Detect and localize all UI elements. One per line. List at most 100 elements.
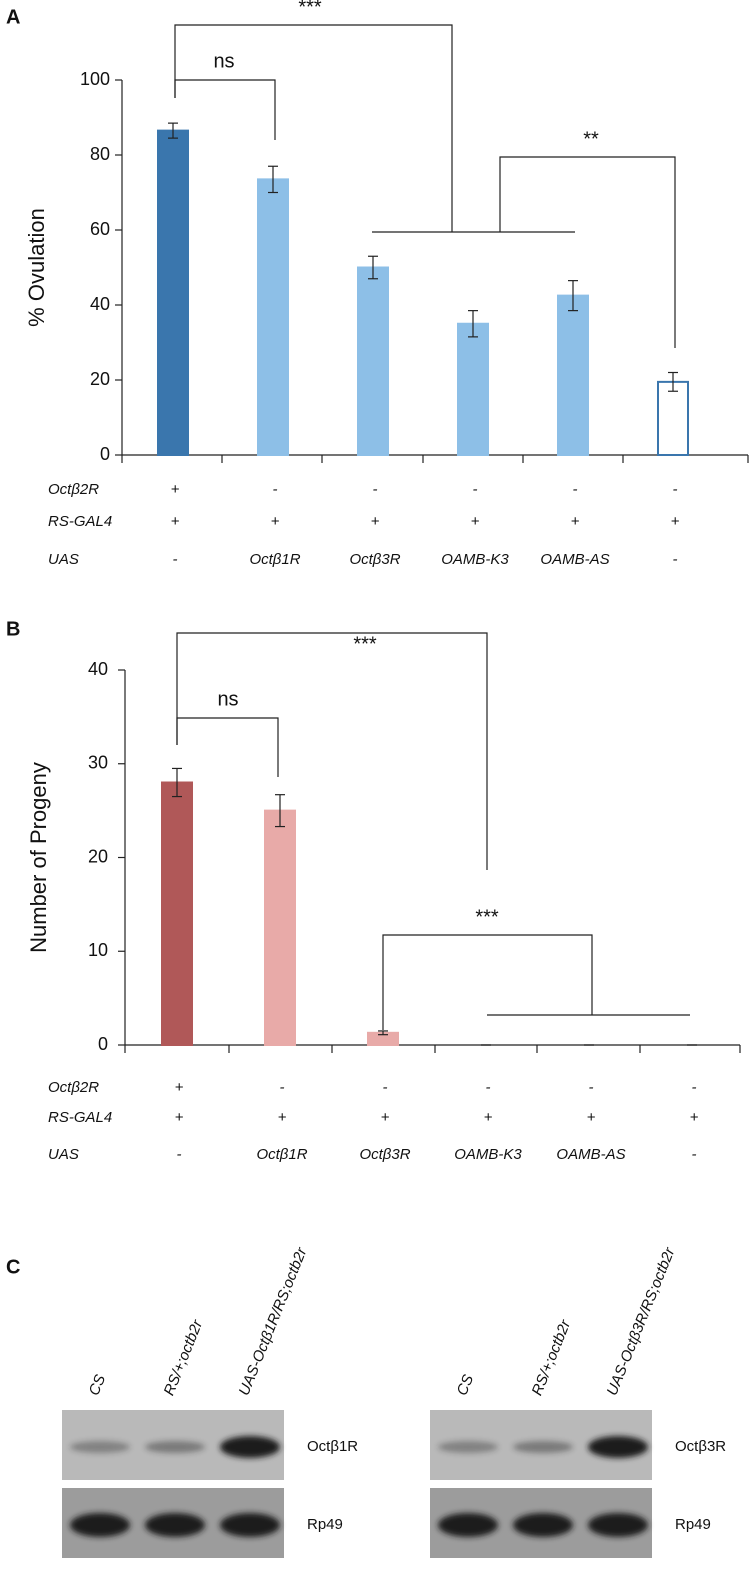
lane-label: CS	[454, 1372, 478, 1398]
genotype-cell: +	[278, 1109, 287, 1126]
error-bar	[268, 165, 278, 194]
genotype-row-label: RS-GAL4	[48, 513, 112, 530]
lane-label: UAS-Octβ3R/RS;octb2r	[604, 1244, 679, 1398]
band-label: Rp49	[307, 1516, 343, 1533]
genotype-cell: -	[373, 481, 378, 498]
gel-band	[145, 1441, 205, 1453]
bar	[264, 809, 296, 1046]
gel-band	[145, 1513, 205, 1537]
genotype-row-label: UAS	[48, 1146, 79, 1163]
y-tick-label: 10	[88, 940, 108, 960]
lane-label: RS/+;octb2r	[529, 1317, 575, 1398]
error-bar	[368, 255, 378, 280]
genotype-cell: OAMB-K3	[454, 1146, 522, 1163]
genotype-cell: OAMB-K3	[441, 551, 509, 568]
genotype-cell: Octβ3R	[359, 1146, 410, 1163]
significance-bracket	[499, 156, 676, 348]
significance-bracket	[176, 632, 488, 870]
genotype-cell: Octβ1R	[249, 551, 300, 568]
significance-bracket	[174, 24, 453, 232]
panel-label: C	[6, 1256, 20, 1278]
panel-label: B	[6, 618, 20, 640]
gel-band	[513, 1441, 573, 1453]
bar	[657, 380, 689, 456]
gel-band	[220, 1513, 280, 1537]
significance-label: ***	[475, 906, 499, 928]
genotype-cell: -	[692, 1079, 697, 1096]
genotype-cell: +	[371, 513, 380, 530]
genotype-cell: +	[171, 481, 180, 498]
bar	[257, 178, 289, 456]
genotype-cell: +	[671, 513, 680, 530]
y-tick-label: 30	[88, 753, 108, 773]
genotype-cell: +	[587, 1109, 596, 1126]
error-bar	[668, 371, 678, 392]
band-label: Octβ3R	[675, 1438, 726, 1455]
y-axis-label: Number of Progeny	[26, 762, 51, 953]
y-tick-label: 0	[100, 444, 110, 464]
error-bar	[468, 310, 478, 338]
significance-label: **	[583, 128, 599, 150]
genotype-cell: +	[381, 1109, 390, 1126]
genotype-cell: +	[175, 1109, 184, 1126]
genotype-cell: -	[589, 1079, 594, 1096]
error-bar	[378, 1030, 388, 1036]
genotype-row-label: Octβ2R	[48, 481, 99, 498]
genotype-cell: OAMB-AS	[540, 551, 609, 568]
y-tick-label: 20	[90, 369, 110, 389]
genotype-row-label: RS-GAL4	[48, 1109, 112, 1126]
bar	[357, 266, 389, 456]
gel-band	[220, 1436, 280, 1458]
bar	[557, 294, 589, 456]
genotype-cell: +	[571, 513, 580, 530]
y-axis-label: % Ovulation	[24, 208, 49, 327]
gel-band	[438, 1441, 498, 1453]
error-bar	[168, 122, 178, 139]
significance-label: ns	[213, 50, 234, 72]
genotype-cell: -	[692, 1146, 697, 1163]
gel-band	[588, 1436, 648, 1458]
y-tick-label: 20	[88, 846, 108, 866]
genotype-cell: OAMB-AS	[556, 1146, 625, 1163]
genotype-cell: +	[484, 1109, 493, 1126]
genotype-cell: +	[271, 513, 280, 530]
genotype-cell: +	[471, 513, 480, 530]
genotype-cell: -	[173, 551, 178, 568]
y-tick-label: 40	[88, 659, 108, 679]
genotype-row-label: Octβ2R	[48, 1079, 99, 1096]
gel-band	[513, 1513, 573, 1537]
y-tick-label: 100	[80, 69, 110, 89]
y-tick-label: 40	[90, 294, 110, 314]
genotype-cell: -	[486, 1079, 491, 1096]
y-tick-label: 80	[90, 144, 110, 164]
lane-label: CS	[86, 1372, 110, 1398]
error-bar	[275, 794, 285, 828]
error-bar	[172, 767, 182, 798]
significance-label: ***	[353, 633, 377, 655]
bar	[457, 322, 489, 456]
lane-label: UAS-Octβ1R/RS;octb2r	[236, 1244, 311, 1398]
gel-band	[70, 1441, 130, 1453]
y-tick-label: 0	[98, 1034, 108, 1054]
significance-label: ***	[298, 0, 322, 18]
error-bar	[568, 280, 578, 312]
genotype-cell: -	[273, 481, 278, 498]
genotype-cell: -	[573, 481, 578, 498]
genotype-cell: -	[473, 481, 478, 498]
bar	[157, 129, 189, 456]
genotype-cell: -	[280, 1079, 285, 1096]
band-label: Rp49	[675, 1516, 711, 1533]
genotype-cell: +	[690, 1109, 699, 1126]
genotype-cell: -	[673, 481, 678, 498]
gel-band	[588, 1513, 648, 1537]
genotype-row-label: UAS	[48, 551, 79, 568]
band-label: Octβ1R	[307, 1438, 358, 1455]
panel-label: A	[6, 6, 20, 28]
lane-label: RS/+;octb2r	[161, 1317, 207, 1398]
genotype-cell: +	[171, 513, 180, 530]
gel-band	[70, 1513, 130, 1537]
genotype-cell: +	[175, 1079, 184, 1096]
y-tick-label: 60	[90, 219, 110, 239]
bar	[161, 781, 193, 1046]
